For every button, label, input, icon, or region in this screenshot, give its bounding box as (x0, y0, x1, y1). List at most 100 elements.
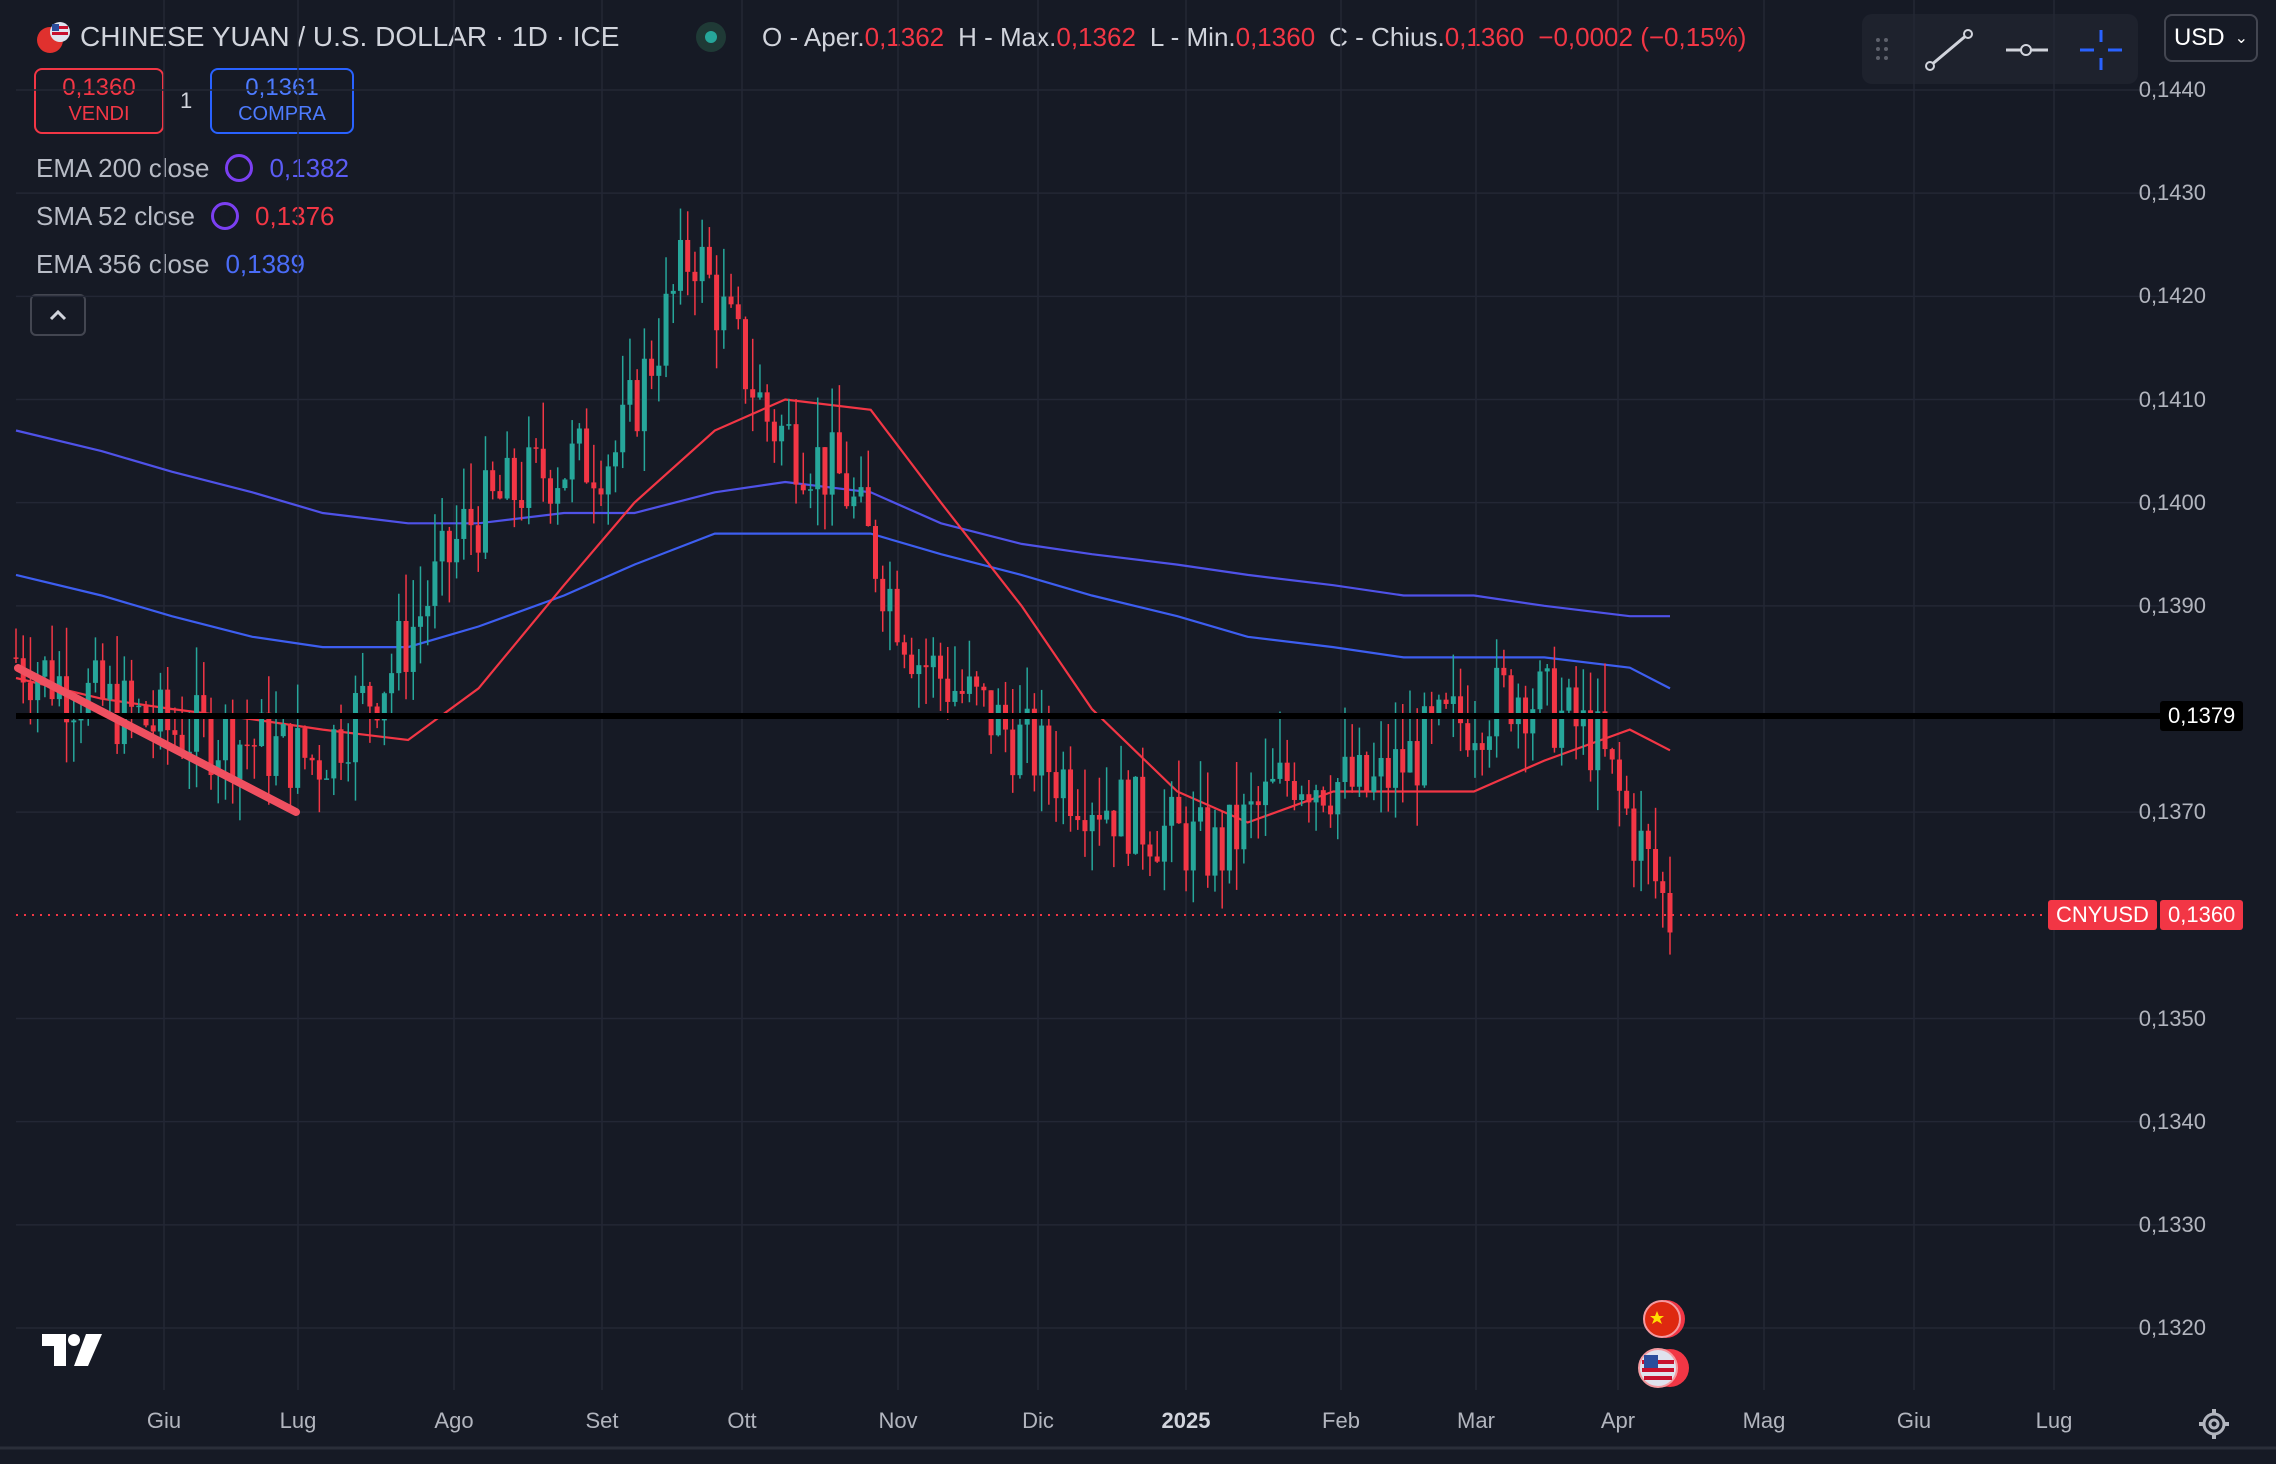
candle-body (1226, 804, 1232, 871)
candle-body (663, 293, 669, 366)
price-tick: 0,1410 (2138, 386, 2206, 412)
sell-button[interactable]: 0,1360 VENDI (34, 68, 164, 134)
indicator-line (15, 429, 1670, 618)
price-tick: 0,1420 (2138, 283, 2206, 309)
candle-body (1133, 776, 1139, 854)
candle-body (887, 588, 893, 612)
low-label: L - Min. (1149, 21, 1236, 52)
candle-body (1349, 756, 1355, 787)
candlesticks (13, 208, 1673, 955)
candle-body (1378, 757, 1384, 777)
candle-body (526, 447, 532, 508)
candle-body (27, 682, 33, 701)
ohlc-readout: O - Aper. 0,1362 H - Max. 0,1362 L - Min. 0… (762, 14, 1746, 60)
candle-body (230, 718, 236, 780)
candle-body (360, 685, 366, 694)
us-event-icon[interactable] (1636, 1346, 1692, 1390)
price-tick: 0,1350 (2138, 1005, 2206, 1031)
indicator-sma52[interactable]: SMA 52 close 0,1376 (36, 198, 335, 234)
candle-body (1479, 743, 1485, 750)
indicator-ema200[interactable]: EMA 200 close 0,1382 (36, 150, 349, 186)
candle-body (396, 620, 402, 674)
close-value: 0,1360 (1444, 21, 1525, 52)
candle-body (627, 380, 633, 405)
candle-body (1602, 711, 1608, 750)
horizontal-line-label: 0,1379 (2160, 701, 2244, 731)
gear-icon[interactable] (2198, 1408, 2230, 1440)
indicator-lines (15, 398, 1671, 824)
trend-line[interactable] (14, 664, 300, 816)
candle-body (244, 744, 250, 747)
candle-body (1234, 804, 1240, 850)
time-tick: Dic (1022, 1408, 1054, 1433)
time-tick: Apr (1600, 1408, 1636, 1433)
candle-body (367, 685, 373, 707)
drag-handle-icon[interactable] (1872, 34, 1894, 64)
candle-body (786, 424, 792, 426)
symbol-flag-icon (36, 20, 72, 56)
time-tick: 2025 (1161, 1408, 1211, 1433)
indicator-line (15, 398, 1671, 824)
buy-button[interactable]: 0,1361 COMPRA (210, 68, 354, 134)
symbol-title[interactable]: CHINESE YUAN / U.S. DOLLAR · 1D · ICE (80, 21, 620, 52)
candle-body (562, 479, 568, 489)
candle-body (1075, 816, 1081, 821)
currency-selector[interactable]: USD ⌄ (2164, 14, 2258, 62)
candle-body (381, 693, 387, 721)
tradingview-logo[interactable] (40, 1330, 104, 1370)
candle-body (598, 488, 604, 495)
horizontal-ray-icon[interactable] (2002, 28, 2052, 72)
indicator-value: 0,1382 (269, 152, 349, 183)
last-price-value: 0,1360 (2160, 900, 2244, 930)
candle-body (995, 704, 1001, 736)
candle-body (800, 484, 806, 491)
candle-body (1429, 706, 1435, 717)
candle-body (1515, 697, 1521, 725)
indicator-label: SMA 52 close (36, 200, 195, 231)
chart-grid (16, 0, 2160, 1390)
china-event-icon[interactable] (1642, 1298, 1688, 1340)
candle-body (1140, 776, 1146, 845)
candle-body (1371, 776, 1377, 793)
candle-body (1248, 801, 1254, 805)
candle-body (504, 457, 510, 499)
collapse-legend-button[interactable] (30, 294, 86, 336)
candle-body (295, 728, 301, 788)
market-status-icon[interactable] (696, 22, 726, 52)
close-label: C - Chius. (1329, 21, 1445, 52)
candle-body (1176, 796, 1182, 824)
candle-body (403, 620, 409, 672)
candle-body (735, 304, 741, 320)
candle-body (706, 246, 712, 275)
candle-body (1595, 711, 1601, 771)
time-tick: Mag (1742, 1408, 1786, 1433)
candle-body (1501, 667, 1507, 676)
candle-body (721, 296, 727, 331)
candle-body (670, 290, 676, 294)
candle-body (107, 683, 113, 700)
candle-body (576, 428, 582, 444)
candle-body (1465, 723, 1471, 751)
crosshair-icon[interactable] (2076, 28, 2126, 72)
candle-body (1219, 827, 1225, 871)
candle-body (750, 389, 756, 398)
time-tick: Lug (279, 1408, 317, 1433)
candle-body (259, 712, 265, 747)
candle-body (1356, 754, 1362, 787)
candle-body (309, 757, 315, 761)
last-price-symbol: CNYUSD (2048, 900, 2157, 930)
candle-body (287, 724, 293, 788)
candle-body (685, 239, 691, 272)
chevron-up-icon (49, 309, 67, 321)
candle-body (201, 695, 207, 715)
candle-body (1653, 848, 1659, 882)
candle-body (1624, 790, 1630, 809)
candle-body (338, 729, 344, 763)
candle-body (1364, 754, 1370, 793)
candle-body (136, 705, 142, 708)
candle-body (345, 762, 351, 764)
indicator-ema356[interactable]: EMA 356 close 0,1389 (36, 246, 305, 282)
candle-body (1147, 844, 1153, 857)
trend-line-icon[interactable] (1924, 28, 1974, 72)
